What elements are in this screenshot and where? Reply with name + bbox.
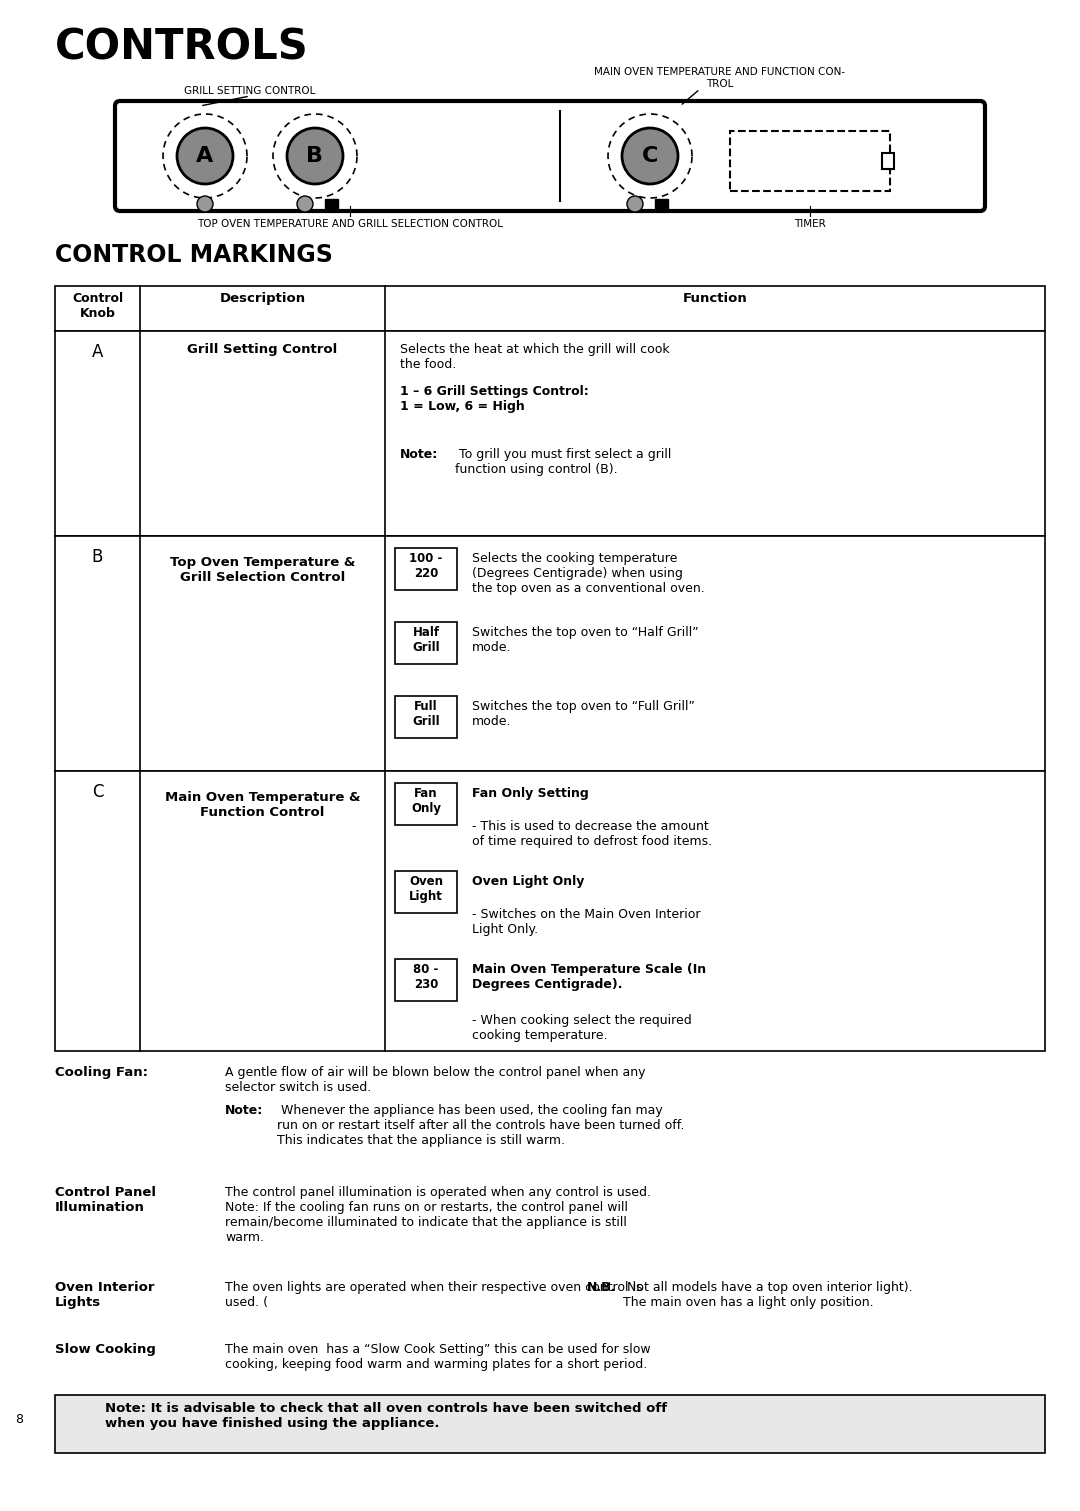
- Text: - This is used to decrease the amount
of time required to defrost food items.: - This is used to decrease the amount of…: [472, 805, 712, 848]
- FancyBboxPatch shape: [55, 771, 1045, 1052]
- Text: Control
Knob: Control Knob: [72, 292, 123, 320]
- Text: CONTROL MARKINGS: CONTROL MARKINGS: [55, 243, 333, 267]
- Circle shape: [297, 196, 313, 212]
- Text: Slow Cooking: Slow Cooking: [55, 1343, 156, 1355]
- Text: 80 -
230: 80 - 230: [414, 963, 438, 991]
- Text: Note:: Note:: [400, 447, 438, 461]
- Text: CONTROLS: CONTROLS: [55, 26, 309, 68]
- Text: Half
Grill: Half Grill: [413, 626, 440, 654]
- FancyBboxPatch shape: [395, 870, 457, 913]
- FancyBboxPatch shape: [395, 783, 457, 825]
- FancyBboxPatch shape: [55, 1395, 1045, 1454]
- FancyBboxPatch shape: [395, 959, 457, 1000]
- Text: B: B: [92, 548, 104, 567]
- FancyBboxPatch shape: [55, 286, 1045, 331]
- Text: MAIN OVEN TEMPERATURE AND FUNCTION CON-
TROL: MAIN OVEN TEMPERATURE AND FUNCTION CON- …: [594, 68, 846, 89]
- Text: Oven
Light: Oven Light: [409, 875, 443, 904]
- Text: The control panel illumination is operated when any control is used.
Note: If th: The control panel illumination is operat…: [225, 1186, 651, 1244]
- Text: Oven Light Only: Oven Light Only: [472, 875, 584, 888]
- Text: Switches the top oven to “Half Grill”
mode.: Switches the top oven to “Half Grill” mo…: [472, 626, 699, 654]
- Text: Fan Only Setting: Fan Only Setting: [472, 787, 589, 799]
- Text: GRILL SETTING CONTROL: GRILL SETTING CONTROL: [185, 86, 315, 97]
- Text: TIMER: TIMER: [794, 219, 826, 230]
- Text: Oven Interior
Lights: Oven Interior Lights: [55, 1281, 154, 1309]
- Text: Not all models have a top oven interior light).
The main oven has a light only p: Not all models have a top oven interior …: [623, 1281, 913, 1309]
- Text: Control Panel
Illumination: Control Panel Illumination: [55, 1186, 156, 1213]
- Text: Selects the cooking temperature
(Degrees Centigrade) when using
the top oven as : Selects the cooking temperature (Degrees…: [472, 552, 705, 595]
- Text: A: A: [197, 147, 214, 166]
- FancyBboxPatch shape: [654, 199, 669, 209]
- FancyBboxPatch shape: [114, 101, 985, 212]
- Text: Grill Setting Control: Grill Setting Control: [187, 343, 338, 357]
- Circle shape: [177, 128, 233, 184]
- Text: 8: 8: [15, 1413, 23, 1426]
- Text: To grill you must first select a grill
function using control (B).: To grill you must first select a grill f…: [455, 447, 672, 476]
- Circle shape: [622, 128, 678, 184]
- Text: N.B.: N.B.: [588, 1281, 617, 1293]
- Text: C: C: [642, 147, 658, 166]
- Circle shape: [197, 196, 213, 212]
- Text: Top Oven Temperature &
Grill Selection Control: Top Oven Temperature & Grill Selection C…: [170, 556, 355, 583]
- Text: Full
Grill: Full Grill: [413, 700, 440, 728]
- Text: A: A: [92, 343, 104, 361]
- Text: Cooling Fan:: Cooling Fan:: [55, 1065, 148, 1079]
- Text: 1 – 6 Grill Settings Control:
1 = Low, 6 = High: 1 – 6 Grill Settings Control: 1 = Low, 6…: [400, 385, 589, 413]
- Text: Whenever the appliance has been used, the cooling fan may
run on or restart itse: Whenever the appliance has been used, th…: [276, 1105, 685, 1147]
- Text: C: C: [92, 783, 104, 801]
- Circle shape: [287, 128, 343, 184]
- Text: Selects the heat at which the grill will cook
the food.: Selects the heat at which the grill will…: [400, 343, 670, 372]
- FancyBboxPatch shape: [730, 131, 890, 190]
- Text: Main Oven Temperature Scale (In
Degrees Centigrade).: Main Oven Temperature Scale (In Degrees …: [472, 963, 706, 991]
- FancyBboxPatch shape: [325, 199, 338, 209]
- FancyBboxPatch shape: [55, 536, 1045, 771]
- Text: The main oven  has a “Slow Cook Setting” this can be used for slow
cooking, keep: The main oven has a “Slow Cook Setting” …: [225, 1343, 650, 1370]
- FancyBboxPatch shape: [395, 548, 457, 589]
- Text: A gentle flow of air will be blown below the control panel when any
selector swi: A gentle flow of air will be blown below…: [225, 1065, 646, 1094]
- Text: B: B: [307, 147, 324, 166]
- Text: Note: It is advisable to check that all oven controls have been switched off
whe: Note: It is advisable to check that all …: [105, 1402, 667, 1429]
- Text: Switches the top oven to “Full Grill”
mode.: Switches the top oven to “Full Grill” mo…: [472, 700, 694, 728]
- Text: Fan
Only: Fan Only: [411, 787, 441, 814]
- Text: The oven lights are operated when their respective oven control is
used. (: The oven lights are operated when their …: [225, 1281, 643, 1309]
- Text: - When cooking select the required
cooking temperature.: - When cooking select the required cooki…: [472, 999, 692, 1043]
- Text: Description: Description: [219, 292, 306, 305]
- Text: Function: Function: [683, 292, 747, 305]
- FancyBboxPatch shape: [395, 623, 457, 663]
- FancyBboxPatch shape: [882, 153, 894, 169]
- Text: 100 -
220: 100 - 220: [409, 552, 443, 580]
- FancyBboxPatch shape: [55, 331, 1045, 536]
- Text: Main Oven Temperature &
Function Control: Main Oven Temperature & Function Control: [165, 790, 361, 819]
- Circle shape: [627, 196, 643, 212]
- Text: - Switches on the Main Oven Interior
Light Only.: - Switches on the Main Oven Interior Lig…: [472, 893, 701, 935]
- Text: Note:: Note:: [225, 1105, 264, 1117]
- Text: TOP OVEN TEMPERATURE AND GRILL SELECTION CONTROL: TOP OVEN TEMPERATURE AND GRILL SELECTION…: [197, 219, 503, 230]
- FancyBboxPatch shape: [395, 697, 457, 737]
